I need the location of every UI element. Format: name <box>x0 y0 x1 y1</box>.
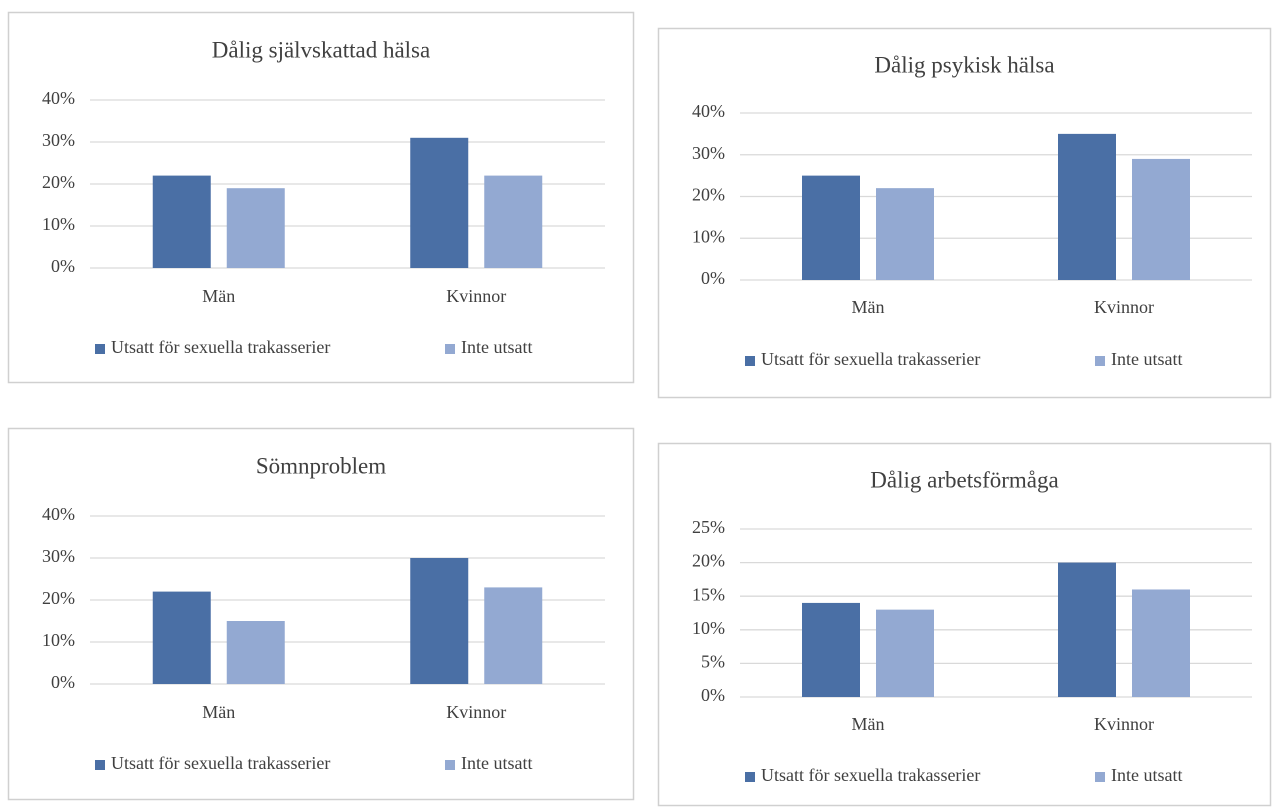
legend-label: Utsatt för sexuella trakasserier <box>111 337 330 357</box>
legend-swatch <box>445 760 455 770</box>
bar <box>152 175 211 268</box>
y-tick-label: 30% <box>692 143 725 163</box>
chart-title: Dålig arbetsförmåga <box>870 467 1058 492</box>
legend-swatch <box>745 772 755 782</box>
y-tick-label: 5% <box>701 652 725 672</box>
y-tick-label: 0% <box>51 256 75 276</box>
bar <box>802 602 860 697</box>
y-tick-label: 0% <box>51 672 75 692</box>
chart-title: Sömnproblem <box>256 453 386 478</box>
y-tick-label: 30% <box>42 130 75 150</box>
legend-label: Utsatt för sexuella trakasserier <box>761 765 980 785</box>
x-tick-label: Män <box>852 714 885 734</box>
legend-label: Utsatt för sexuella trakasserier <box>111 753 330 773</box>
bar <box>226 621 285 684</box>
y-tick-label: 15% <box>692 584 725 604</box>
legend-swatch <box>95 760 105 770</box>
x-tick-label: Kvinnor <box>1094 297 1154 317</box>
bar <box>876 188 934 280</box>
bar <box>484 175 543 268</box>
bar <box>226 188 285 268</box>
bar <box>802 175 860 280</box>
x-tick-label: Män <box>852 297 885 317</box>
y-tick-label: 0% <box>701 685 725 705</box>
y-tick-label: 20% <box>692 551 725 571</box>
bar <box>410 558 469 684</box>
x-tick-label: Män <box>202 286 235 306</box>
bar <box>1132 589 1190 697</box>
legend-label: Inte utsatt <box>1111 349 1182 369</box>
bar <box>152 591 211 684</box>
y-tick-label: 20% <box>42 172 75 192</box>
y-tick-label: 20% <box>42 588 75 608</box>
y-tick-label: 10% <box>42 214 75 234</box>
y-tick-label: 40% <box>692 101 725 121</box>
x-tick-label: Män <box>202 702 235 722</box>
bar <box>1058 133 1116 280</box>
legend-swatch <box>1095 772 1105 782</box>
y-tick-label: 40% <box>42 88 75 108</box>
y-tick-label: 30% <box>42 546 75 566</box>
x-tick-label: Kvinnor <box>1094 714 1154 734</box>
bar <box>1132 158 1190 280</box>
y-tick-label: 0% <box>701 268 725 288</box>
legend-label: Inte utsatt <box>1111 765 1182 785</box>
bar <box>484 587 543 684</box>
y-tick-label: 10% <box>42 630 75 650</box>
legend-label: Utsatt för sexuella trakasserier <box>761 349 980 369</box>
legend-label: Inte utsatt <box>461 337 532 357</box>
chart-title: Dålig självskattad hälsa <box>212 37 430 62</box>
y-tick-label: 10% <box>692 226 725 246</box>
legend-label: Inte utsatt <box>461 753 532 773</box>
chart-title: Dålig psykisk hälsa <box>874 52 1054 77</box>
y-tick-label: 40% <box>42 504 75 524</box>
bar <box>876 609 934 697</box>
y-tick-label: 10% <box>692 618 725 638</box>
bar <box>410 137 469 268</box>
legend-swatch <box>1095 356 1105 366</box>
legend-swatch <box>445 344 455 354</box>
bar <box>1058 562 1116 697</box>
legend-swatch <box>745 356 755 366</box>
y-tick-label: 20% <box>692 185 725 205</box>
x-tick-label: Kvinnor <box>446 286 506 306</box>
x-tick-label: Kvinnor <box>446 702 506 722</box>
y-tick-label: 25% <box>692 517 725 537</box>
legend-swatch <box>95 344 105 354</box>
